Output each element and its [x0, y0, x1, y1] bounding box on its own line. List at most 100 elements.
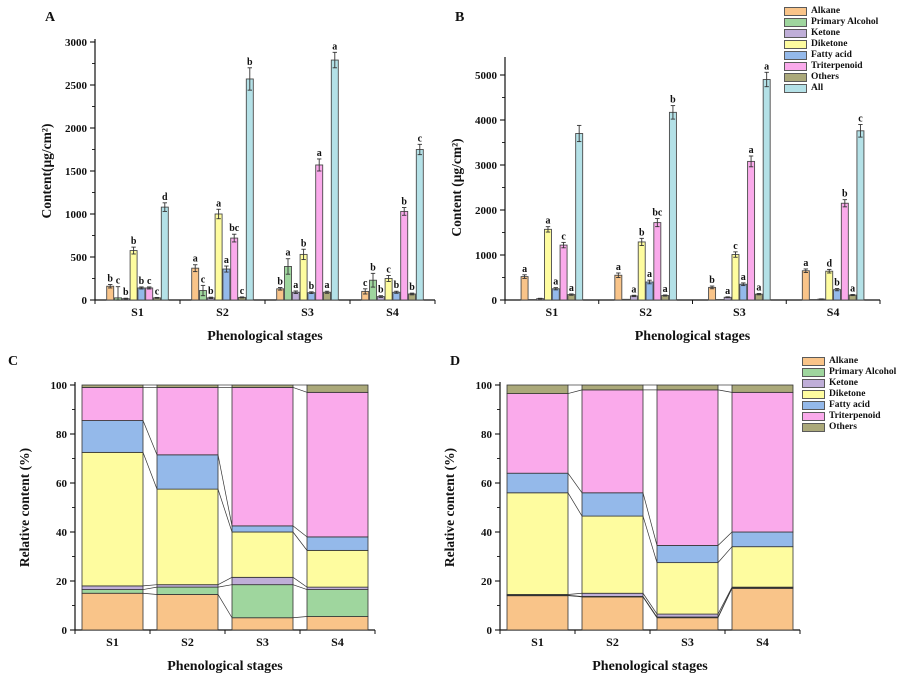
sig-letter: b	[378, 285, 384, 296]
x-axis-title: Phenological stages	[167, 659, 283, 674]
sig-letter: a	[522, 264, 527, 275]
sig-letter: b	[107, 274, 113, 285]
bar-triterpenoid-s1	[145, 287, 154, 301]
sig-letter: c	[201, 274, 206, 285]
bar-diketone-s4	[825, 270, 834, 301]
bar-triterpenoid-s2	[653, 222, 662, 301]
segment-alkane-s3	[231, 617, 294, 631]
y-tick-label: 2000	[65, 123, 88, 135]
sig-letter: a	[663, 284, 668, 295]
segment-triterpenoid-s2	[581, 389, 644, 494]
y-tick-label: 40	[481, 527, 493, 539]
legend-label-triterpenoid: Triterpenoid	[829, 411, 881, 421]
legend-swatch-triterpenoid	[802, 412, 825, 421]
x-category-label: S1	[131, 305, 144, 319]
x-category-label: S2	[216, 305, 229, 319]
chart-d-stacked-bars: 0 20 40 60 80 100 S1 S2 S3 S4 Phenological stages R…	[442, 380, 801, 674]
y-tick-label: 0	[492, 295, 498, 307]
segment-diketone-s3	[231, 531, 294, 578]
legend-swatch-others	[784, 73, 807, 82]
x-category-label: S4	[756, 635, 769, 649]
segment-others-s4	[306, 384, 369, 393]
segment-diketone-s3	[656, 562, 719, 615]
sig-letter: b	[247, 57, 253, 68]
legend-label-diketone: Diketone	[811, 39, 848, 49]
segment-diketone-s2	[581, 515, 644, 594]
segment-alkane-s4	[306, 616, 369, 631]
segment-fatty-acid-s1	[81, 420, 144, 453]
sig-letter: c	[733, 241, 738, 252]
sig-letter: c	[116, 276, 121, 287]
segment-alkane-s2	[581, 596, 644, 631]
bar-diketone-s1	[544, 228, 552, 301]
legend-swatch-fatty-acid	[802, 401, 825, 410]
legend-item-fatty-acid: Fatty acid	[784, 50, 878, 61]
y-tick-label: 3000	[475, 160, 498, 172]
y-tick-label: 100	[476, 380, 493, 392]
segment-alkane-s1	[506, 595, 569, 631]
x-category-label: S1	[531, 635, 544, 649]
sig-letter: a	[725, 286, 730, 297]
sig-letter: b	[670, 95, 676, 106]
sig-letter: b	[370, 262, 376, 273]
y-tick-label: 1000	[475, 250, 498, 262]
legend-item-diketone: Diketone	[784, 39, 878, 50]
sig-letter: b	[394, 280, 400, 291]
sig-letter: a	[216, 198, 221, 209]
y-tick-label: 500	[71, 252, 88, 264]
legend-item-others: Others	[784, 72, 878, 83]
sig-letter: a	[647, 269, 652, 280]
legend-label-alkane: Alkane	[811, 6, 841, 16]
sig-letter: a	[756, 282, 761, 293]
segment-connector	[292, 584, 308, 590]
bar-alkane-s4	[801, 270, 810, 301]
y-axis-title: Relative content (%)	[442, 448, 457, 567]
sig-letter: b	[842, 189, 848, 200]
legend-label-ketone: Ketone	[811, 28, 841, 38]
legend-label-fatty-acid: Fatty acid	[811, 50, 852, 60]
segment-ketone-s1	[81, 585, 144, 590]
sig-letter: c	[363, 278, 368, 289]
y-tick-label: 0	[62, 625, 68, 637]
x-axis-title: Phenological stages	[592, 659, 708, 674]
legend-ab: Alkane Primary Alcohol Ketone Diketone Fatty…	[784, 6, 878, 94]
segment-connector	[567, 592, 583, 595]
panel-label-b: B	[455, 10, 465, 25]
y-tick-label: 3000	[65, 37, 88, 49]
segment-connector	[642, 593, 658, 615]
segment-connector	[717, 586, 733, 615]
legend-item-primary-alcohol: Primary Alcohol	[784, 17, 878, 28]
bar-primary-alcohol-s3	[715, 299, 724, 301]
segment-others-s2	[156, 384, 219, 388]
segment-triterpenoid-s1	[506, 393, 569, 474]
segment-fatty-acid-s3	[231, 525, 294, 533]
bar-diketone-s3	[731, 254, 740, 301]
sig-letter: a	[803, 258, 808, 269]
segment-others-s1	[506, 384, 569, 394]
legend-label-alkane: Alkane	[829, 356, 859, 366]
segment-connector	[642, 492, 658, 546]
x-category-label: S1	[546, 305, 559, 319]
y-tick-label: 60	[56, 478, 68, 490]
segment-others-s3	[231, 384, 294, 388]
segment-fatty-acid-s2	[156, 454, 219, 490]
segment-connector	[142, 584, 158, 587]
sig-letter: a	[631, 284, 636, 295]
segment-connector	[217, 584, 233, 588]
y-tick-label: 80	[481, 429, 493, 441]
sig-letter: b	[709, 275, 715, 286]
segment-triterpenoid-s4	[731, 391, 794, 533]
segment-ketone-s3	[231, 576, 294, 586]
legend-label-triterpenoid: Triterpenoid	[811, 61, 863, 71]
sig-letter: a	[286, 248, 291, 259]
segment-connector	[642, 515, 658, 563]
segment-diketone-s2	[156, 488, 219, 586]
y-axis-title: Relative content (%)	[17, 448, 32, 567]
legend-label-others: Others	[829, 422, 857, 432]
legend-item-fatty-acid: Fatty acid	[802, 400, 896, 411]
bar-alkane-s2	[191, 267, 200, 301]
legend-swatch-fatty-acid	[784, 51, 807, 60]
chart-c-stacked-bars: 0 20 40 60 80 100 S1 S2 S3 S4 Phenological stages R…	[17, 380, 376, 674]
legend-item-alkane: Alkane	[784, 6, 878, 17]
sig-letter: c	[240, 286, 245, 297]
